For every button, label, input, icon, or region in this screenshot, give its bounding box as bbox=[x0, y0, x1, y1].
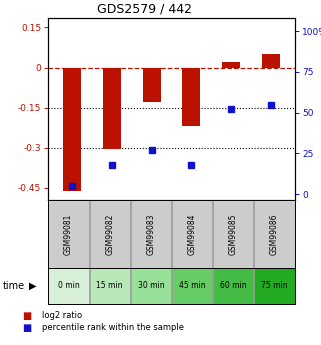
Text: GSM99082: GSM99082 bbox=[105, 213, 114, 255]
Text: 0 min: 0 min bbox=[58, 282, 80, 290]
Text: percentile rank within the sample: percentile rank within the sample bbox=[42, 324, 184, 333]
Bar bbox=[90, 200, 130, 268]
Bar bbox=[131, 200, 171, 268]
Bar bbox=[213, 268, 254, 304]
Text: log2 ratio: log2 ratio bbox=[42, 312, 82, 321]
Text: ■: ■ bbox=[22, 311, 32, 321]
Text: 60 min: 60 min bbox=[220, 282, 247, 290]
Text: 45 min: 45 min bbox=[179, 282, 205, 290]
Bar bbox=[213, 200, 254, 268]
Text: time: time bbox=[3, 281, 25, 291]
Bar bbox=[131, 268, 171, 304]
Bar bbox=[182, 68, 200, 126]
Text: GSM99084: GSM99084 bbox=[187, 213, 196, 255]
Bar bbox=[262, 54, 280, 68]
Bar bbox=[222, 62, 240, 68]
Bar bbox=[90, 268, 130, 304]
Text: GSM99085: GSM99085 bbox=[229, 213, 238, 255]
Bar bbox=[103, 68, 121, 149]
Bar bbox=[172, 268, 212, 304]
Bar bbox=[48, 268, 89, 304]
Bar bbox=[143, 68, 160, 102]
Text: GSM99086: GSM99086 bbox=[270, 213, 279, 255]
Bar bbox=[48, 200, 89, 268]
Text: 30 min: 30 min bbox=[138, 282, 164, 290]
Text: GSM99081: GSM99081 bbox=[64, 213, 73, 255]
Bar bbox=[63, 68, 81, 191]
Text: 15 min: 15 min bbox=[97, 282, 123, 290]
Text: ■: ■ bbox=[22, 323, 32, 333]
Bar bbox=[254, 268, 295, 304]
Text: ▶: ▶ bbox=[29, 281, 36, 291]
Bar bbox=[254, 200, 295, 268]
Bar bbox=[172, 200, 212, 268]
Text: GSM99083: GSM99083 bbox=[146, 213, 155, 255]
Text: GDS2579 / 442: GDS2579 / 442 bbox=[97, 2, 192, 16]
Text: 75 min: 75 min bbox=[261, 282, 288, 290]
